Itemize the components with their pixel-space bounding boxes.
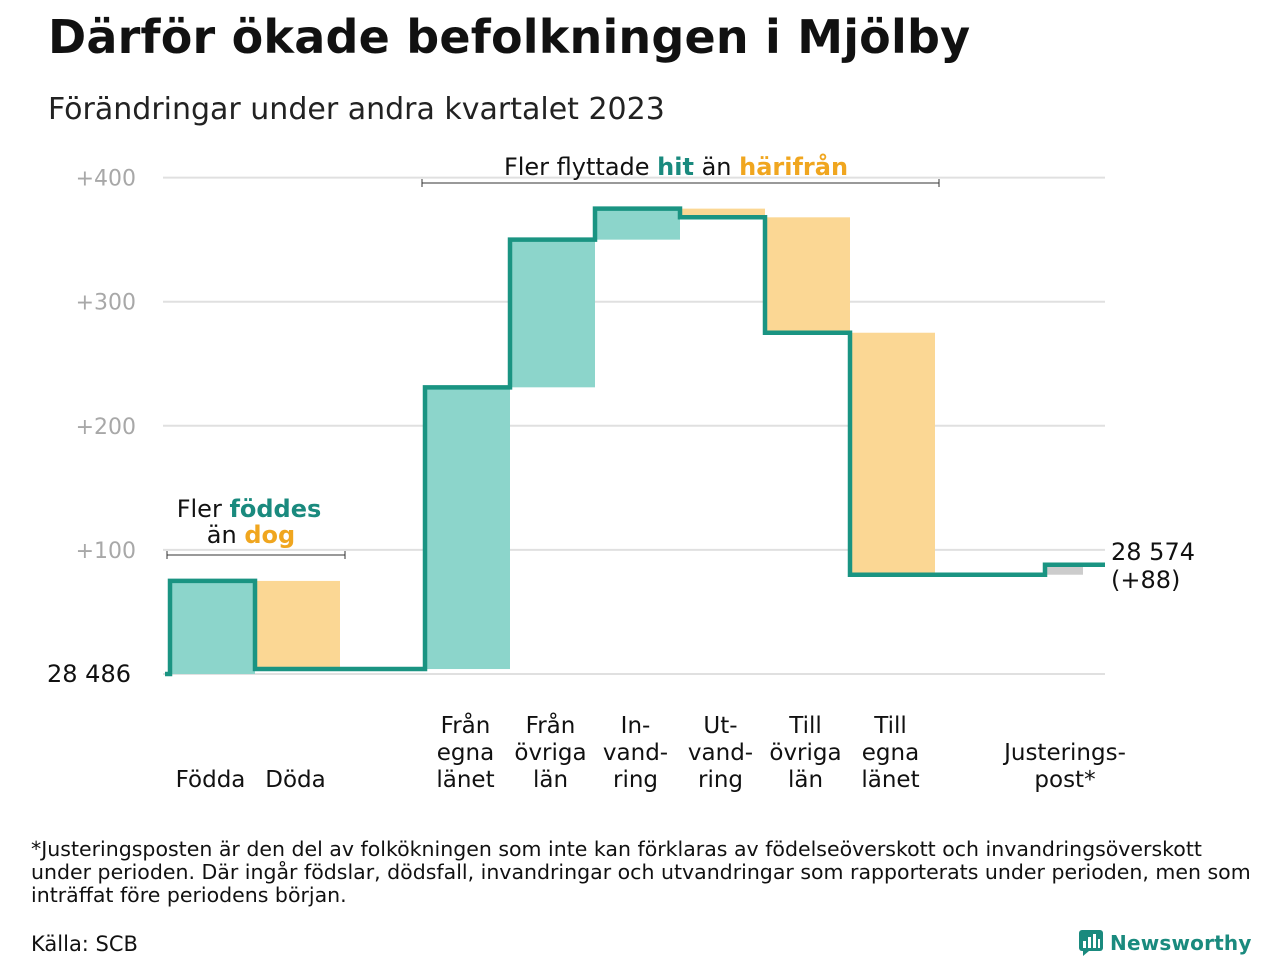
waterfall-bar [255,580,340,670]
category-label: ring [613,767,658,793]
end-value-label: (+88) [1111,566,1180,594]
category-label: vand- [603,740,668,766]
waterfall-bar [425,387,510,670]
category-label: Till [873,713,907,739]
brand-logo: Newsworthy [1078,928,1252,958]
category-label: län [533,767,568,793]
category-label: Födda [176,767,246,793]
y-tick-label: +300 [76,291,136,316]
category-label: Ut- [703,713,737,739]
source-label: Källa: SCB [31,932,138,956]
category-label: övriga [514,740,586,766]
category-label: egna [862,740,919,766]
waterfall-bar [765,217,850,333]
chart-subtitle: Förändringar under andra kvartalet 2023 [48,92,665,127]
footnote: *Justeringsposten är den del av folkökni… [31,837,1251,907]
y-tick-label: +400 [76,167,136,192]
running-total-line [165,206,1105,677]
category-label: länet [861,767,919,793]
category-label: ring [698,767,743,793]
category-label: Justerings- [1002,740,1126,766]
waterfall-bar [595,208,680,240]
category-label: Från [441,711,491,739]
brand-name: Newsworthy [1110,931,1252,955]
y-tick-label: +200 [76,415,136,440]
waterfall-bar [850,332,935,575]
category-label: övriga [769,740,841,766]
annotation-births-line2: än dog [207,521,295,549]
newsworthy-logo-icon [1079,930,1103,956]
category-label: Döda [265,767,325,793]
category-label: län [788,767,823,793]
category-label: Till [788,713,822,739]
category-label: vand- [688,740,753,766]
y-tick-label: +100 [76,539,136,564]
waterfall-bar [170,580,255,674]
category-label: egna [437,740,494,766]
waterfall-bar [1045,564,1083,575]
start-value-label: 28 486 [47,660,131,688]
annotation-births-line1: Fler föddes [177,495,322,523]
annotation-migration: Fler flyttade hit än härifrån [504,152,848,181]
category-label: Från [526,711,576,739]
waterfall-bar [680,208,765,218]
waterfall-bar [510,239,595,388]
page-title: Därför ökade befolkningen i Mjölby [48,10,971,64]
category-label: post* [1034,767,1095,793]
end-value-label: 28 574 [1111,538,1195,566]
category-label: In- [621,713,651,739]
category-label: länet [436,767,494,793]
